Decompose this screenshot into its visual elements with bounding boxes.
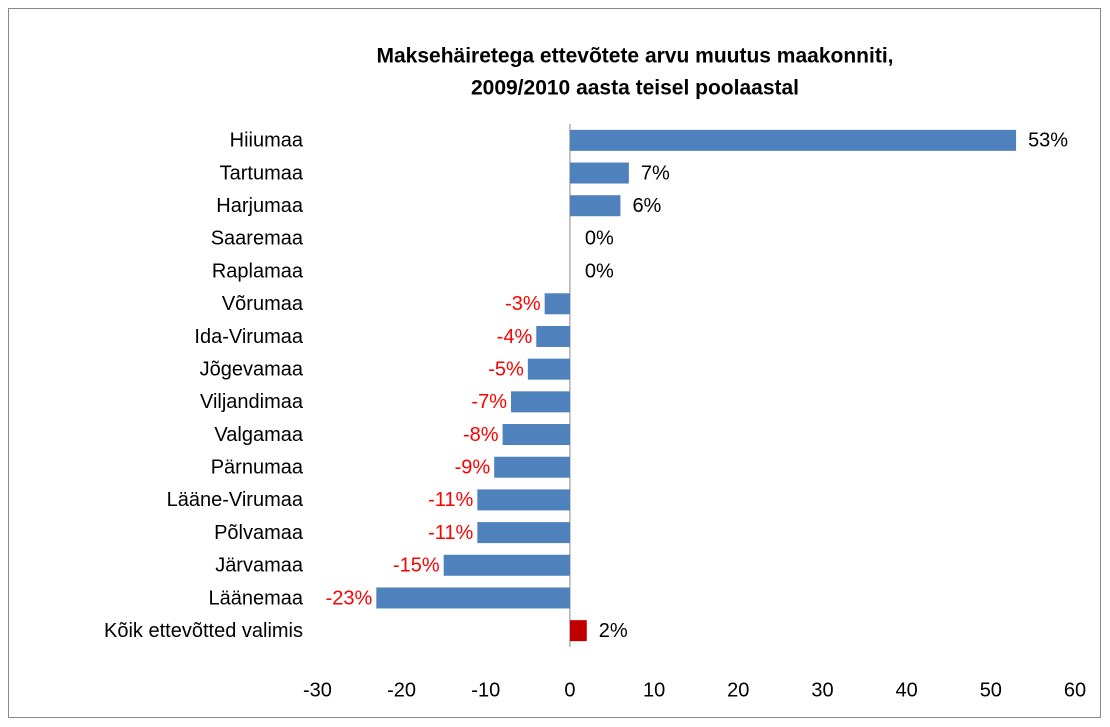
- y-tick-label: Järvamaa: [215, 555, 304, 577]
- value-label: -11%: [428, 522, 473, 544]
- bar: [536, 325, 570, 347]
- y-tick-label: Lääne-Virumaa: [167, 489, 304, 511]
- y-tick-label: Ida-Virumaa: [194, 326, 303, 348]
- value-label: -5%: [488, 358, 524, 380]
- x-tick-label: 60: [1064, 679, 1086, 701]
- bar: [569, 129, 1017, 151]
- value-label: -11%: [428, 489, 473, 511]
- x-tick-label: -20: [387, 679, 416, 701]
- bar: [569, 162, 629, 184]
- x-tick-label: 0: [564, 679, 575, 701]
- x-tick-label: -30: [303, 679, 332, 701]
- y-tick-label: Raplamaa: [212, 260, 304, 282]
- bar: [494, 456, 570, 478]
- y-tick-label: Võrumaa: [222, 293, 304, 315]
- y-tick-label: Jõgevamaa: [200, 358, 304, 380]
- bar: [569, 620, 587, 642]
- value-label: 0%: [585, 260, 614, 282]
- value-label: -8%: [463, 424, 499, 446]
- bar: [569, 195, 621, 217]
- x-tick-label: 40: [896, 679, 918, 701]
- value-label: -7%: [471, 391, 507, 413]
- bar: [527, 358, 570, 380]
- y-tick-label: Saaremaa: [211, 228, 304, 250]
- x-tick-label: 10: [643, 679, 665, 701]
- y-tick-label: Harjumaa: [216, 195, 304, 217]
- value-label: -23%: [326, 587, 373, 609]
- value-label: 7%: [641, 162, 670, 184]
- y-tick-label: Kõik ettevõtted valimis: [104, 620, 303, 642]
- y-tick-label: Põlvamaa: [214, 522, 304, 544]
- x-tick-label: 20: [727, 679, 749, 701]
- y-tick-label: Hiiumaa: [230, 130, 304, 152]
- value-label: -3%: [505, 293, 541, 315]
- bar: [376, 587, 570, 609]
- chart-title: Maksehäiretega ettevõtete arvu muutus ma…: [377, 45, 894, 68]
- bar: [544, 293, 570, 315]
- bar: [477, 522, 570, 544]
- y-tick-label: Pärnumaa: [211, 457, 304, 479]
- value-label: -15%: [393, 555, 440, 577]
- bar: [477, 489, 570, 511]
- value-label: 2%: [599, 620, 628, 642]
- x-tick-label: 50: [980, 679, 1002, 701]
- bar: [443, 554, 570, 576]
- chart-title: 2009/2010 aasta teisel poolaastal: [471, 77, 799, 100]
- value-label: 53%: [1028, 130, 1068, 152]
- x-tick-label: -10: [471, 679, 500, 701]
- y-tick-label: Viljandimaa: [200, 391, 304, 413]
- y-tick-label: Läänemaa: [208, 587, 303, 609]
- bar: [511, 391, 570, 413]
- bar: [502, 424, 570, 446]
- y-tick-label: Tartumaa: [220, 162, 304, 184]
- value-label: -9%: [455, 457, 491, 479]
- value-label: 6%: [632, 195, 661, 217]
- value-label: 0%: [585, 228, 614, 250]
- y-tick-label: Valgamaa: [214, 424, 303, 446]
- x-tick-label: 30: [811, 679, 833, 701]
- value-label: -4%: [497, 326, 533, 348]
